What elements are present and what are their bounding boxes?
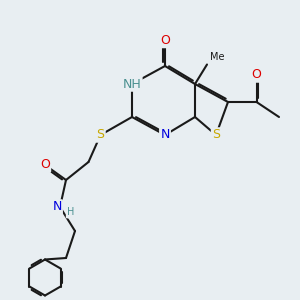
Text: N: N	[52, 200, 62, 214]
Text: NH: NH	[123, 77, 141, 91]
Text: O: O	[160, 34, 170, 47]
Text: S: S	[212, 128, 220, 142]
Text: O: O	[252, 68, 261, 82]
Text: S: S	[97, 128, 104, 142]
Text: N: N	[160, 128, 170, 142]
Text: O: O	[40, 158, 50, 172]
Text: Me: Me	[210, 52, 224, 61]
Text: H: H	[67, 207, 74, 218]
